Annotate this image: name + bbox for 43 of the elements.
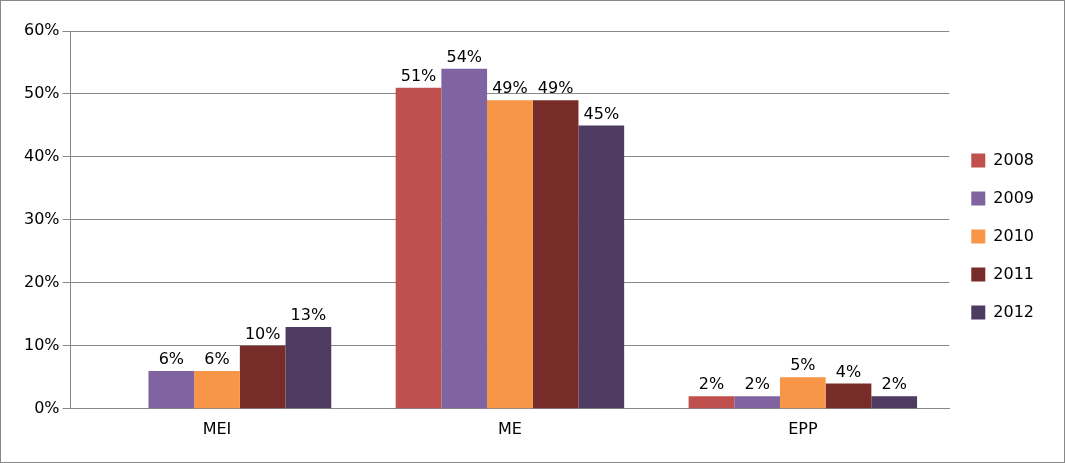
bar xyxy=(578,125,625,409)
bar xyxy=(825,383,872,409)
y-tick-label: 60% xyxy=(24,20,60,40)
data-label: 6% xyxy=(158,349,185,369)
bar xyxy=(441,68,488,409)
legend-label: 2010 xyxy=(993,225,1034,245)
y-tick-label: 40% xyxy=(24,146,60,166)
y-tick-label: 50% xyxy=(24,83,60,103)
data-label: 13% xyxy=(290,305,327,325)
bar xyxy=(194,371,240,409)
bar xyxy=(148,371,195,409)
legend-label: 2011 xyxy=(993,263,1034,283)
data-label: 2% xyxy=(881,374,907,394)
data-label: 2% xyxy=(698,374,725,394)
bar xyxy=(285,326,332,409)
data-label: 51% xyxy=(400,65,437,85)
data-label: 6% xyxy=(204,349,230,369)
bar xyxy=(487,100,533,409)
bar xyxy=(239,345,286,409)
bar xyxy=(688,396,735,409)
bar xyxy=(395,87,442,409)
data-label: 10% xyxy=(244,323,281,343)
data-label: 54% xyxy=(446,46,483,66)
x-tick-label: MEI xyxy=(202,418,232,438)
bar xyxy=(532,100,579,409)
x-tick-label: EPP xyxy=(788,418,818,438)
x-tick-label: ME xyxy=(497,418,522,438)
y-tick-label: 30% xyxy=(24,209,60,229)
legend-label: 2008 xyxy=(993,149,1034,169)
y-tick-label: 20% xyxy=(24,272,60,292)
data-label: 2% xyxy=(744,374,770,394)
bar xyxy=(779,377,826,409)
y-tick-label: 0% xyxy=(34,397,60,417)
legend-label: 2009 xyxy=(993,187,1034,207)
bar xyxy=(734,396,780,409)
y-tick-label: 10% xyxy=(24,334,60,354)
data-label: 49% xyxy=(537,78,574,98)
data-label: 5% xyxy=(790,355,816,375)
legend-label: 2012 xyxy=(993,301,1034,321)
bar xyxy=(871,396,918,409)
data-label: 4% xyxy=(835,361,862,381)
data-label: 45% xyxy=(583,103,620,123)
data-label: 49% xyxy=(492,78,528,98)
